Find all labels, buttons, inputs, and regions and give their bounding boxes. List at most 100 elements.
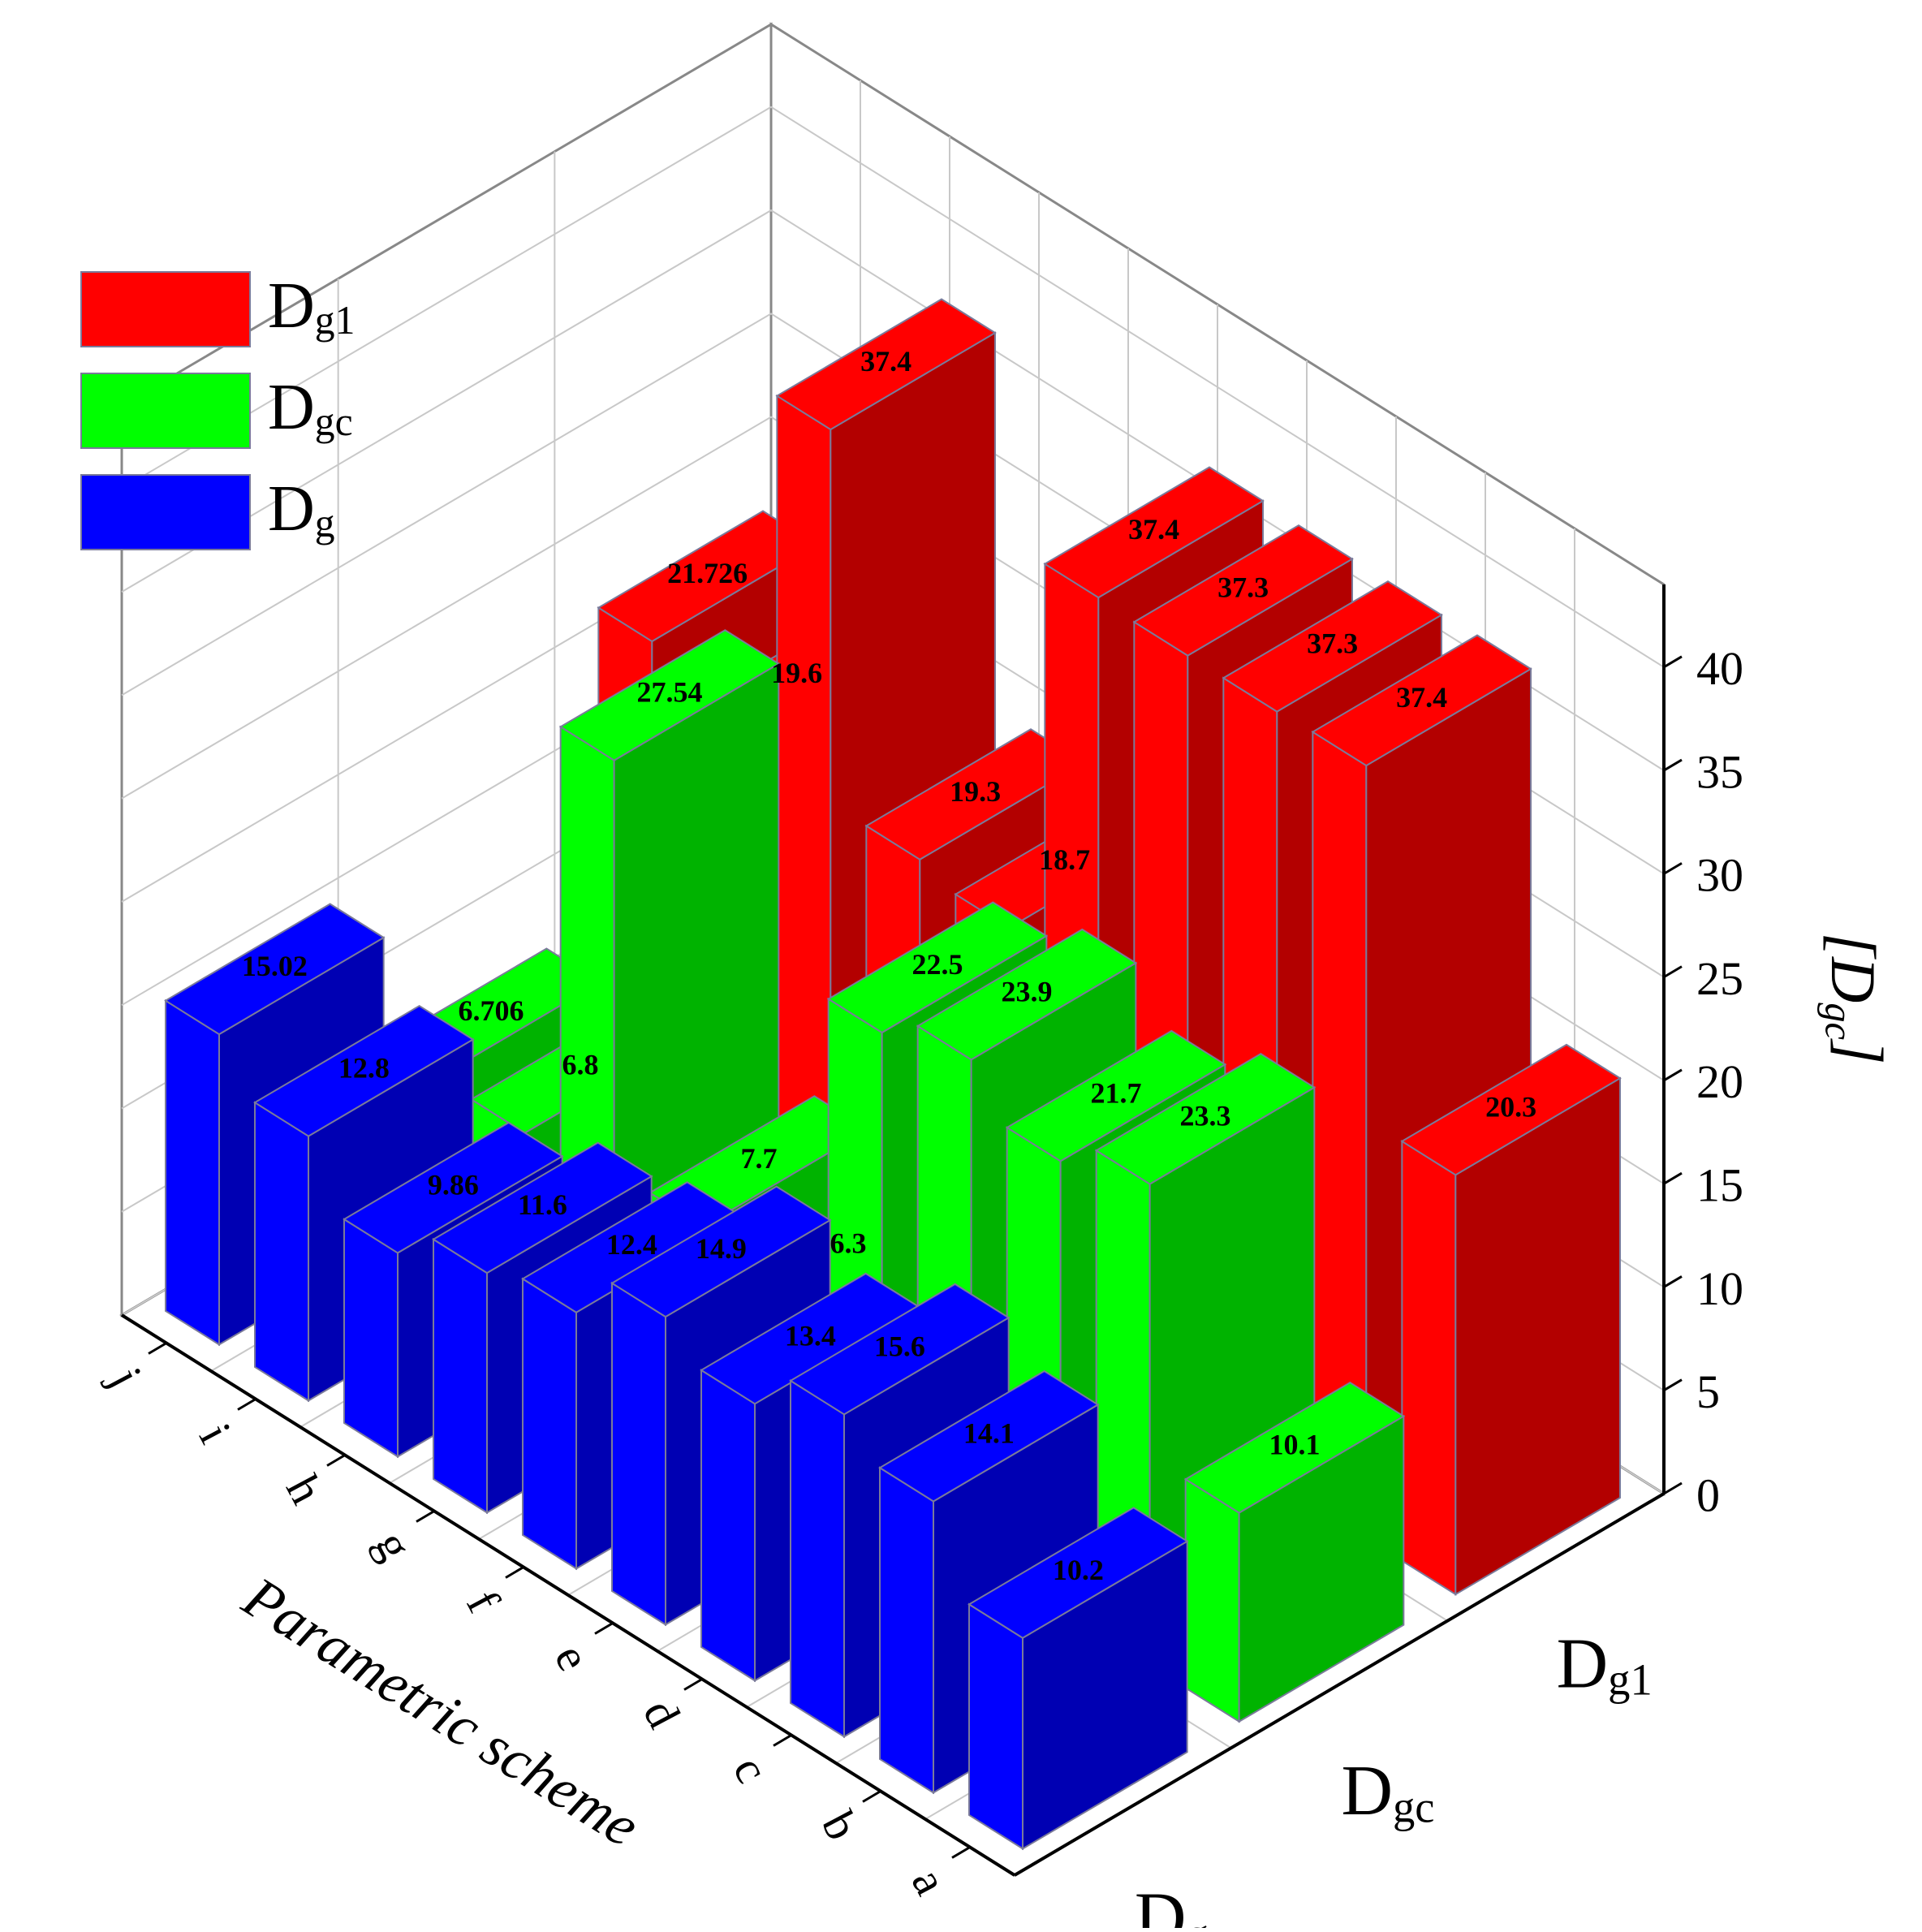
bar-top — [967, 1507, 1189, 1639]
x-tick — [951, 1846, 971, 1859]
bar-top — [610, 1185, 832, 1318]
value-label: 23.3 — [1180, 1100, 1231, 1132]
x-axis — [120, 1313, 1016, 1877]
x-tick-label: a — [902, 1860, 958, 1903]
bar-side — [1184, 1477, 1240, 1723]
x-tick — [148, 1342, 167, 1355]
bar — [1400, 1043, 1622, 1596]
legend-swatch — [80, 474, 251, 550]
bar-top — [164, 903, 386, 1036]
value-label: 10.2 — [1053, 1554, 1104, 1586]
value-label: 20.3 — [1485, 1090, 1536, 1123]
legend-swatch — [80, 373, 251, 449]
value-label: 37.4 — [1128, 513, 1179, 546]
bar — [967, 1507, 1189, 1851]
bar-top — [432, 1141, 653, 1274]
bar-top — [864, 728, 1086, 860]
value-label: 15.02 — [242, 950, 308, 982]
z-tick — [1663, 1171, 1683, 1185]
value-label: 21.726 — [667, 557, 748, 589]
z-tick — [1663, 758, 1683, 772]
bar-side — [522, 1277, 577, 1571]
value-label: 9.86 — [428, 1168, 479, 1201]
grid-line — [121, 106, 1665, 668]
x-tick-label: e — [545, 1636, 601, 1679]
bar-top — [253, 1004, 475, 1137]
x-tick-label: b — [812, 1803, 869, 1848]
value-label: 19.3 — [950, 775, 1001, 808]
legend-label: Dg — [268, 473, 335, 546]
z-tick-label: 5 — [1696, 1365, 1720, 1418]
series-axis-label: Dg — [1135, 1879, 1209, 1928]
bar-side — [879, 1466, 934, 1795]
bar-side — [1401, 1140, 1457, 1596]
z-tick — [1663, 655, 1683, 669]
x-tick — [326, 1454, 346, 1467]
legend: Dg1 Dgc Dg — [80, 270, 355, 550]
bar-side — [433, 1237, 488, 1515]
value-label: 15.6 — [874, 1330, 925, 1362]
bar-top — [826, 901, 1049, 1034]
bar-top — [1005, 1029, 1227, 1162]
value-label: 37.3 — [1307, 627, 1358, 660]
z-tick — [1663, 1275, 1683, 1288]
x-tick — [594, 1622, 614, 1635]
z-tick-label: 40 — [1696, 642, 1743, 695]
value-label: 18.7 — [1039, 843, 1090, 876]
z-tick — [1663, 1068, 1683, 1082]
value-label: 6.8 — [562, 1049, 599, 1081]
z-tick — [1663, 1481, 1683, 1495]
legend-label: Dgc — [268, 372, 353, 444]
x-tick — [773, 1734, 792, 1747]
series-axis-label: Dg1 — [1557, 1625, 1653, 1705]
bar-side — [343, 1218, 399, 1459]
x-tick-label: h — [276, 1467, 334, 1512]
bar-top — [597, 510, 818, 643]
bar-top — [1222, 580, 1443, 713]
bar-top — [558, 629, 781, 761]
value-label: 7.7 — [741, 1142, 778, 1175]
legend-label: Dg1 — [268, 270, 355, 343]
x-tick-label: g — [365, 1523, 423, 1568]
x-tick-label: f — [456, 1582, 511, 1621]
value-label: 13.4 — [785, 1319, 836, 1352]
value-label: 12.8 — [338, 1052, 390, 1085]
z-axis-label: [Dgc] — [1816, 933, 1896, 1065]
z-tick-label: 25 — [1696, 952, 1743, 1005]
bar-top — [1043, 466, 1265, 599]
x-tick — [862, 1790, 881, 1803]
bar-top — [1183, 1382, 1406, 1514]
value-label: 27.54 — [637, 676, 703, 709]
value-label: 22.5 — [912, 948, 963, 981]
bar-side — [776, 394, 832, 1204]
bar-top — [775, 298, 997, 431]
bar-top — [1311, 634, 1532, 767]
value-label: 37.3 — [1217, 571, 1269, 604]
value-label: 6.706 — [459, 994, 524, 1027]
z-tick — [1663, 1378, 1683, 1392]
z-tick-label: 35 — [1696, 745, 1743, 798]
bar-side — [790, 1379, 845, 1739]
value-label: 14.9 — [696, 1232, 747, 1265]
z-tick-label: 30 — [1696, 849, 1743, 902]
series-axis — [1013, 1492, 1666, 1877]
value-label: 21.7 — [1091, 1076, 1142, 1109]
series-axis-label: Dgc — [1341, 1752, 1434, 1831]
bars — [164, 298, 1622, 1851]
value-label: 6.3 — [830, 1227, 867, 1259]
bar-side — [968, 1602, 1023, 1851]
x-tick — [505, 1566, 524, 1579]
x-tick-label: j — [99, 1357, 153, 1395]
value-label: 19.6 — [771, 657, 822, 689]
bar-side — [611, 1281, 666, 1627]
z-tick-label: 15 — [1696, 1158, 1743, 1211]
x-tick-label: c — [723, 1748, 779, 1791]
x-tick — [237, 1398, 256, 1411]
value-label: 23.9 — [1002, 975, 1053, 1007]
bar-top — [878, 1369, 1100, 1503]
bar-side — [254, 1101, 309, 1403]
z-tick — [1663, 965, 1683, 978]
bar-side — [700, 1369, 756, 1683]
bar-top — [343, 1121, 564, 1254]
